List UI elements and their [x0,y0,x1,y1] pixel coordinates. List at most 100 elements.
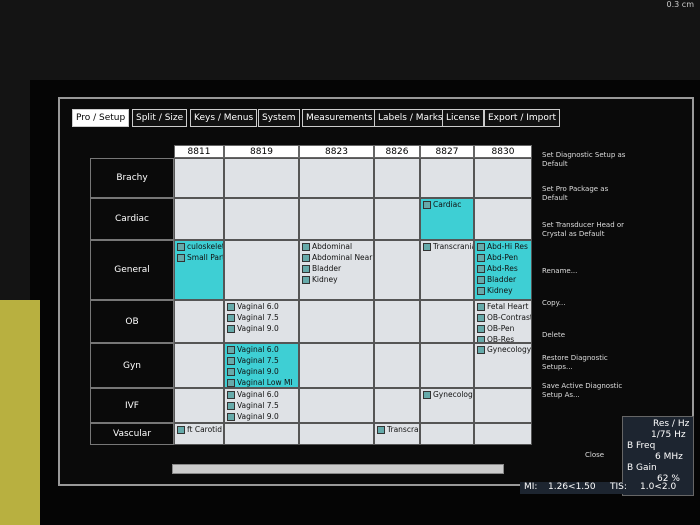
grid-cell[interactable] [299,158,374,198]
setup-item[interactable]: Vaginal Low MI [225,377,298,387]
setup-item[interactable]: Abd-Hi Res [475,241,531,252]
grid-cell[interactable] [420,423,474,445]
setup-item[interactable]: Vaginal 7.5 [225,312,298,323]
grid-cell[interactable] [299,300,374,343]
column-header[interactable]: 8826 [374,145,420,158]
grid-cell[interactable] [420,158,474,198]
setup-item[interactable]: Small Part [175,252,223,263]
setup-item[interactable]: Cardiac [421,199,473,210]
setup-item[interactable]: OB-Contrast [475,312,531,323]
setup-item[interactable]: Bladder [300,263,373,274]
setup-item[interactable]: Fetal Heart [475,301,531,312]
column-header[interactable]: 8827 [420,145,474,158]
setup-item[interactable]: Abd-Pen [475,252,531,263]
setup-item[interactable]: OB-Pen [475,323,531,334]
setup-item[interactable]: Kidney [300,274,373,285]
grid-cell[interactable]: Vaginal 6.0 Vaginal 7.5 Vaginal 9.0 [224,388,299,423]
action-button[interactable]: Rename... [542,267,578,275]
action-button[interactable]: Set Diagnostic Setup as Default [542,151,626,168]
setup-item[interactable]: Abd-Res [475,263,531,274]
grid-cell[interactable] [374,388,420,423]
scrollbar[interactable] [172,464,504,474]
setup-item[interactable]: Gynecology [421,389,473,400]
setup-item[interactable]: Vaginal 9.0 [225,323,298,334]
grid-cell[interactable] [374,343,420,388]
action-button[interactable]: Save Active Diagnostic Setup As... [542,382,623,399]
grid-cell[interactable]: Vaginal 6.0 Vaginal 7.5 Vaginal 9.0 [224,300,299,343]
grid-cell[interactable] [174,158,224,198]
grid-cell[interactable] [374,158,420,198]
grid-cell[interactable]: Gynecology [420,388,474,423]
grid-cell[interactable] [474,388,532,423]
action-button[interactable]: Restore Diagnostic Setups... [542,354,608,371]
column-header[interactable]: 8823 [299,145,374,158]
action-button[interactable]: Delete [542,331,565,339]
setup-item[interactable]: Gynecology [475,344,531,355]
grid-cell[interactable] [174,300,224,343]
action-button[interactable]: Copy... [542,299,566,307]
setup-item[interactable]: Vaginal 7.5 [225,355,298,366]
row-header[interactable]: Cardiac [90,198,174,240]
setup-item[interactable]: Bladder [475,274,531,285]
grid-cell[interactable]: Fetal Heart OB-Contrast OB-Pen OB-Res [474,300,532,343]
close-button[interactable]: Close [585,451,605,459]
grid-cell[interactable] [374,240,420,300]
grid-cell[interactable]: Transcranial [374,423,420,445]
setup-item[interactable]: Kidney [475,285,531,296]
row-header[interactable]: IVF [90,388,174,423]
grid-cell[interactable] [224,158,299,198]
column-header[interactable]: 8830 [474,145,532,158]
grid-cell[interactable] [374,198,420,240]
grid-cell[interactable] [299,423,374,445]
setup-item[interactable]: Vaginal 6.0 [225,389,298,400]
setup-item[interactable]: Vaginal 7.5 [225,400,298,411]
grid-cell[interactable]: ft Carotid [174,423,224,445]
grid-cell[interactable] [224,198,299,240]
grid-cell[interactable] [299,343,374,388]
column-header[interactable]: 8819 [224,145,299,158]
setup-item[interactable]: ft Carotid [175,424,223,435]
setup-item[interactable]: OB-Res [475,334,531,342]
row-header[interactable]: Vascular [90,423,174,445]
grid-cell[interactable]: culoskeletal Small Part [174,240,224,300]
setup-item[interactable]: culoskeletal [175,241,223,252]
column-header[interactable]: 8811 [174,145,224,158]
grid-cell[interactable]: Abdominal Abdominal Near Bladder Kidney [299,240,374,300]
grid-cell[interactable] [420,300,474,343]
grid-cell[interactable] [174,388,224,423]
setup-item[interactable]: Transcranial [375,424,419,435]
setup-item[interactable]: Abdominal Near [300,252,373,263]
grid-cell[interactable] [174,198,224,240]
action-button[interactable]: Set Transducer Head or Crystal as Defaul… [542,221,625,238]
grid-cell[interactable] [224,240,299,300]
grid-cell[interactable] [420,343,474,388]
grid-cell[interactable]: Gynecology [474,343,532,388]
grid-cell[interactable] [299,388,374,423]
grid-cell[interactable] [224,423,299,445]
grid-cell[interactable] [474,198,532,240]
grid-cell[interactable]: Cardiac [420,198,474,240]
action-button[interactable]: Set Pro Package as Default [542,185,609,202]
setup-item[interactable]: Vaginal 9.0 [225,366,298,377]
tab[interactable]: Split / Size [132,109,188,127]
row-header[interactable]: General [90,240,174,300]
tab[interactable]: License [442,109,484,127]
tab[interactable]: Labels / Marks [374,109,447,127]
tab[interactable]: System [258,109,300,127]
grid-cell[interactable]: Vaginal 6.0 Vaginal 7.5 Vaginal 9.0 Vaginal… [224,343,299,388]
setup-item[interactable]: Abdominal [300,241,373,252]
grid-cell[interactable] [374,300,420,343]
tab[interactable]: Measurements [302,109,377,127]
grid-cell[interactable]: Transcranial [420,240,474,300]
setup-item[interactable]: Transcranial [421,241,473,252]
grid-cell[interactable] [299,198,374,240]
grid-cell[interactable] [474,423,532,445]
setup-item[interactable]: Vaginal 6.0 [225,344,298,355]
row-header[interactable]: Brachy [90,158,174,198]
row-header[interactable]: OB [90,300,174,343]
grid-cell[interactable] [174,343,224,388]
row-header[interactable]: Gyn [90,343,174,388]
setup-item[interactable]: Vaginal 9.0 [225,411,298,422]
tab[interactable]: Export / Import [484,109,561,127]
tab[interactable]: Keys / Menus [190,109,258,127]
